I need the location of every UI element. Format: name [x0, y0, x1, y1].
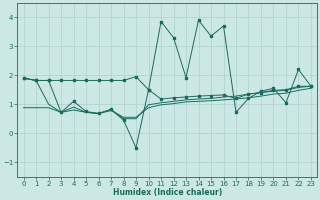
X-axis label: Humidex (Indice chaleur): Humidex (Indice chaleur) [113, 188, 222, 197]
